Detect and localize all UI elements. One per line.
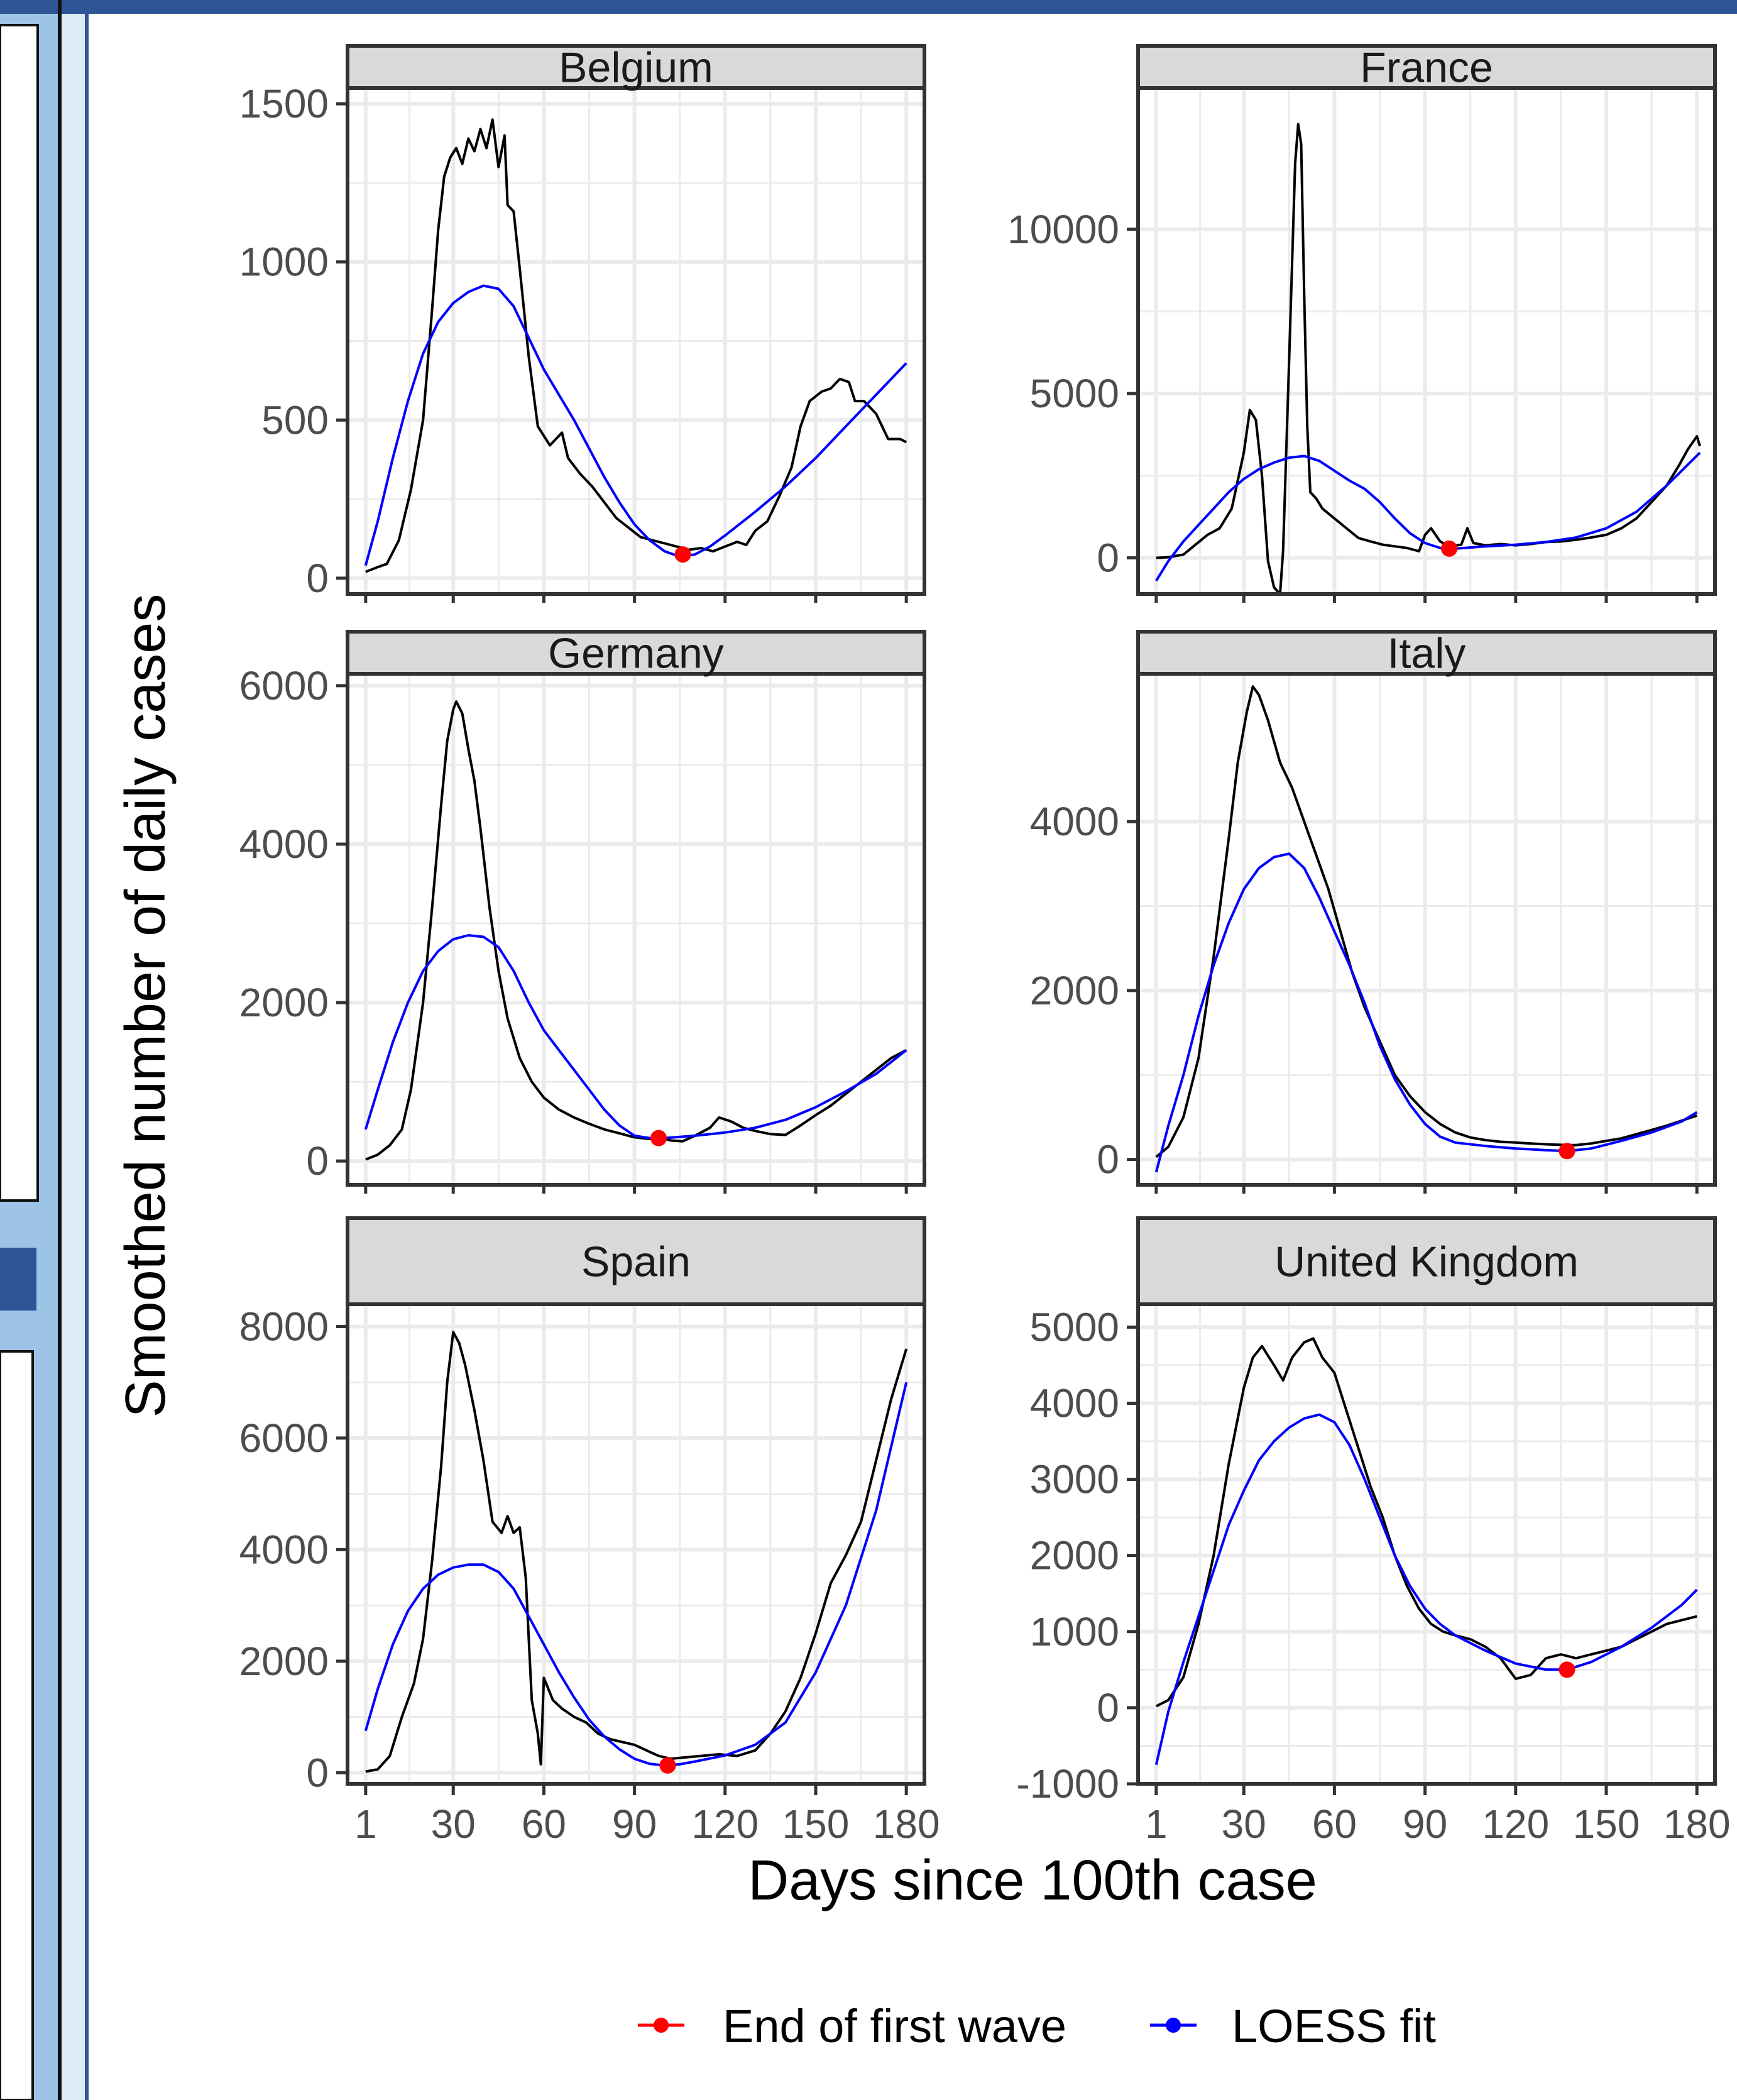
- x-tick-label: 1: [354, 1801, 377, 1847]
- series-loess-line: [364, 284, 907, 566]
- facet-strip-label: Germany: [548, 630, 724, 678]
- y-tick-label: 2000: [1030, 1533, 1119, 1578]
- window-top-bar: [0, 0, 1737, 14]
- y-tick-label: 2000: [239, 1639, 329, 1684]
- end-of-first-wave-point: [674, 546, 691, 563]
- end-of-first-wave-point: [1559, 1143, 1575, 1160]
- y-tick-label: -1000: [1016, 1761, 1119, 1806]
- end-of-first-wave-point: [650, 1130, 667, 1146]
- y-tick-label: 4000: [239, 822, 329, 867]
- y-tick-label: 5000: [1030, 371, 1119, 416]
- series-loess-line: [364, 1382, 908, 1767]
- panel-germany: Germany 0 2000 4000 6000: [239, 630, 926, 1194]
- y-tick-label: 4000: [1030, 1380, 1119, 1426]
- facet-strip: [346, 44, 926, 90]
- y-tick-label: 3000: [1030, 1457, 1119, 1502]
- y-tick-label: 0: [1097, 536, 1119, 581]
- y-tick-label: 0: [1097, 1685, 1119, 1730]
- y-tick-label: 0: [306, 1750, 329, 1795]
- y-tick-label: 1500: [239, 81, 329, 126]
- x-tick-label: 30: [1222, 1801, 1266, 1847]
- window-left-tab: [0, 1248, 36, 1311]
- x-tick-label: 150: [782, 1801, 850, 1847]
- y-tick-label: 0: [306, 556, 329, 601]
- y-tick-label: 4000: [1030, 799, 1119, 844]
- facet-strip: [1136, 630, 1717, 676]
- y-tick-label: 2000: [239, 980, 329, 1025]
- window-left-pane-lower: [0, 1350, 34, 2100]
- x-tick-label: 120: [691, 1801, 759, 1847]
- y-tick-label: 6000: [239, 663, 329, 708]
- legend-key-point: [654, 2018, 669, 2033]
- x-tick-label: 90: [612, 1801, 657, 1847]
- window-left-pane-upper: [0, 24, 39, 1202]
- y-tick-label: 0: [306, 1138, 329, 1184]
- series-raw-line: [365, 700, 907, 1161]
- x-tick-label: 1: [1145, 1801, 1168, 1847]
- series-raw-line: [1156, 123, 1701, 595]
- series-raw-line: [1155, 1337, 1697, 1708]
- window-left-rail-light: [58, 14, 88, 2100]
- facet-strip-label: Spain: [581, 1238, 691, 1286]
- facet-strip: [346, 1216, 926, 1306]
- x-tick-label: 60: [1312, 1801, 1357, 1847]
- facet-strip: [1136, 1216, 1717, 1306]
- legend: End of first wave LOESS fit: [638, 2000, 1436, 2052]
- series-raw-line: [365, 1331, 908, 1773]
- y-tick-label: 6000: [239, 1416, 329, 1461]
- end-of-first-wave-point: [659, 1757, 676, 1774]
- x-tick-label: 180: [1663, 1801, 1731, 1847]
- end-of-first-wave-point: [1441, 540, 1458, 557]
- x-tick-label: 150: [1573, 1801, 1640, 1847]
- panel-belgium: Belgium 0 500 1000 1500: [239, 44, 926, 603]
- facet-strip: [1136, 44, 1717, 90]
- end-of-first-wave-point: [1559, 1661, 1575, 1678]
- y-axis-title: Smoothed number of daily cases: [114, 594, 177, 1418]
- y-tick-label: 5000: [1030, 1304, 1119, 1350]
- facet-strip-label: Belgium: [559, 44, 713, 92]
- x-tick-label: 60: [522, 1801, 566, 1847]
- y-tick-label: 1000: [1030, 1609, 1119, 1654]
- legend-key-point: [1166, 2018, 1181, 2033]
- facet-strip: [346, 630, 926, 676]
- series-loess-line: [1155, 451, 1701, 582]
- panel-italy: Italy 0 2000 4000: [1030, 630, 1717, 1194]
- x-axis-title: Days since 100th case: [748, 1849, 1317, 1912]
- y-tick-label: 0: [1097, 1137, 1119, 1182]
- y-tick-label: 2000: [1030, 968, 1119, 1013]
- panel-united-kingdom: United Kingdom -1000 0 1000 2000 3000 4000 5000…: [1016, 1216, 1731, 1847]
- x-tick-label: 180: [873, 1801, 940, 1847]
- y-tick-label: 500: [261, 397, 329, 443]
- series-raw-line: [1155, 685, 1697, 1158]
- x-tick-label: 30: [431, 1801, 476, 1847]
- x-tick-label: 120: [1482, 1801, 1549, 1847]
- panel-grid: Belgium050010001500France0500010000Germa…: [239, 44, 1731, 1847]
- facet-strip-label: United Kingdom: [1274, 1238, 1579, 1286]
- y-tick-label: 1000: [239, 239, 329, 285]
- series-raw-line: [365, 118, 907, 573]
- legend-item-label: End of first wave: [723, 2000, 1066, 2052]
- panel-france: France 0 5000 10000: [1007, 44, 1717, 603]
- x-tick-label: 90: [1403, 1801, 1447, 1847]
- y-tick-label: 10000: [1007, 207, 1119, 252]
- y-tick-label: 8000: [239, 1304, 329, 1349]
- facet-strip-label: France: [1360, 44, 1493, 92]
- y-tick-label: 4000: [239, 1527, 329, 1572]
- series-loess-line: [364, 934, 907, 1140]
- legend-item-label: LOESS fit: [1232, 2000, 1436, 2052]
- facet-strip-label: Italy: [1388, 630, 1466, 678]
- panel-spain: Spain 0 2000 4000 6000 8000 1 30 60 90 120 150 180: [239, 1216, 940, 1847]
